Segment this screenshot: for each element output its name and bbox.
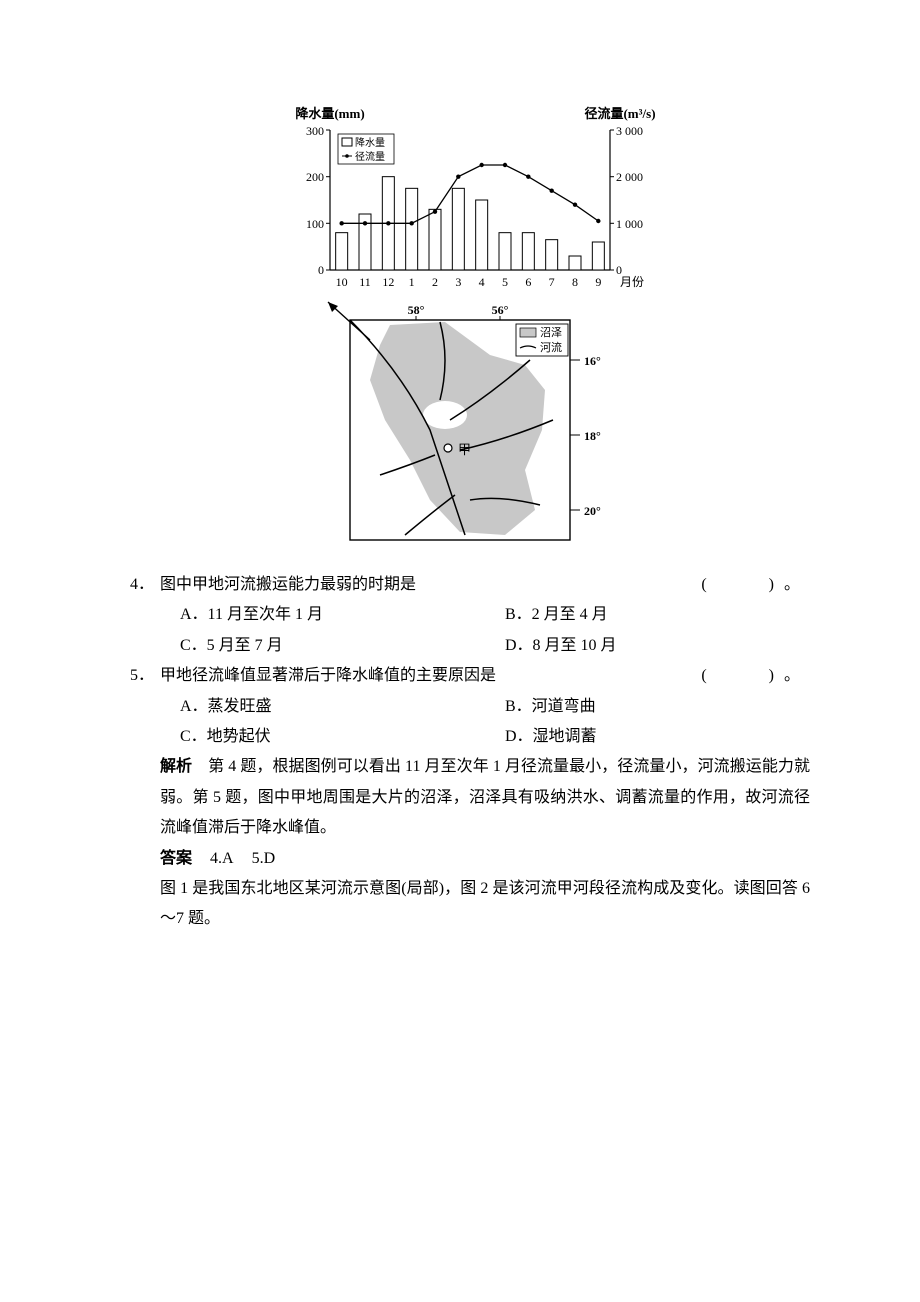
svg-text:1 000: 1 000 (616, 217, 643, 231)
svg-text:18°: 18° (584, 429, 601, 443)
question-4: 4． 图中甲地河流搬运能力最弱的时期是 ( )。 A．11 月至次年 1 月 B… (130, 570, 810, 661)
svg-text:沼泽: 沼泽 (540, 325, 562, 339)
analysis-block: 解析 第 4 题，根据图例可以看出 11 月至次年 1 月径流量最小，径流量小，… (130, 752, 810, 843)
chart-figure: 0 100 200 300 0 1 000 2 000 3 000 降水量(mm… (130, 100, 810, 550)
svg-text:5: 5 (502, 275, 508, 289)
yright-title: 径流量(m³/s) (584, 106, 655, 121)
q5-option-b: B．河道弯曲 (485, 692, 810, 722)
svg-text:10: 10 (336, 275, 348, 289)
svg-text:58°: 58° (408, 303, 425, 317)
q5-option-d: D．湿地调蓄 (485, 722, 810, 752)
precip-runoff-chart: 0 100 200 300 0 1 000 2 000 3 000 降水量(mm… (260, 100, 680, 300)
answer-4: 4.A (210, 850, 234, 867)
svg-text:甲: 甲 (458, 442, 471, 457)
q5-option-a: A．蒸发旺盛 (160, 692, 485, 722)
analysis-text: 第 4 题，根据图例可以看出 11 月至次年 1 月径流量最小，径流量小，河流搬… (160, 758, 810, 836)
svg-text:6: 6 (525, 275, 531, 289)
svg-text:16°: 16° (584, 354, 601, 368)
svg-text:300: 300 (306, 124, 324, 138)
q4-option-c: C．5 月至 7 月 (160, 631, 485, 661)
svg-text:月份: 月份 (620, 275, 644, 289)
analysis-head: 解析 (160, 758, 192, 775)
svg-text:河流: 河流 (540, 340, 562, 354)
q4-number: 4． (130, 570, 160, 600)
q5-option-c: C．地势起伏 (160, 722, 485, 752)
answer-5: 5.D (252, 850, 276, 867)
followup-intro: 图 1 是我国东北地区某河流示意图(局部)，图 2 是该河流甲河段径流构成及变化… (130, 874, 810, 935)
q4-option-a: A．11 月至次年 1 月 (160, 600, 485, 630)
svg-text:56°: 56° (492, 303, 509, 317)
svg-text:径流量: 径流量 (355, 150, 385, 163)
svg-text:100: 100 (306, 217, 324, 231)
svg-text:0: 0 (318, 263, 324, 277)
svg-text:降水量: 降水量 (355, 136, 385, 149)
q5-stem: 甲地径流峰值显著滞后于降水峰值的主要原因是 (160, 661, 691, 691)
svg-text:1: 1 (409, 275, 415, 289)
q4-option-b: B．2 月至 4 月 (485, 600, 810, 630)
q4-paren: ( )。 (691, 570, 810, 600)
svg-text:200: 200 (306, 170, 324, 184)
svg-text:9: 9 (595, 275, 601, 289)
svg-text:3: 3 (455, 275, 461, 289)
svg-text:8: 8 (572, 275, 578, 289)
svg-text:12: 12 (382, 275, 394, 289)
answer-block: 答案 4.A 5.D (130, 844, 810, 874)
swamp-map: 甲 58° 56° 16° 18° 20° 沼泽 河流 (290, 300, 650, 550)
svg-text:2 000: 2 000 (616, 170, 643, 184)
q5-number: 5． (130, 661, 160, 691)
question-5: 5． 甲地径流峰值显著滞后于降水峰值的主要原因是 ( )。 A．蒸发旺盛 B．河… (130, 661, 810, 752)
svg-text:20°: 20° (584, 504, 601, 518)
svg-text:7: 7 (549, 275, 555, 289)
q5-paren: ( )。 (691, 661, 810, 691)
q4-stem: 图中甲地河流搬运能力最弱的时期是 (160, 570, 691, 600)
svg-text:3 000: 3 000 (616, 124, 643, 138)
svg-text:2: 2 (432, 275, 438, 289)
svg-text:4: 4 (479, 275, 485, 289)
q4-option-d: D．8 月至 10 月 (485, 631, 810, 661)
svg-text:11: 11 (359, 275, 371, 289)
answer-head: 答案 (160, 850, 192, 867)
yleft-title: 降水量(mm) (295, 106, 364, 121)
